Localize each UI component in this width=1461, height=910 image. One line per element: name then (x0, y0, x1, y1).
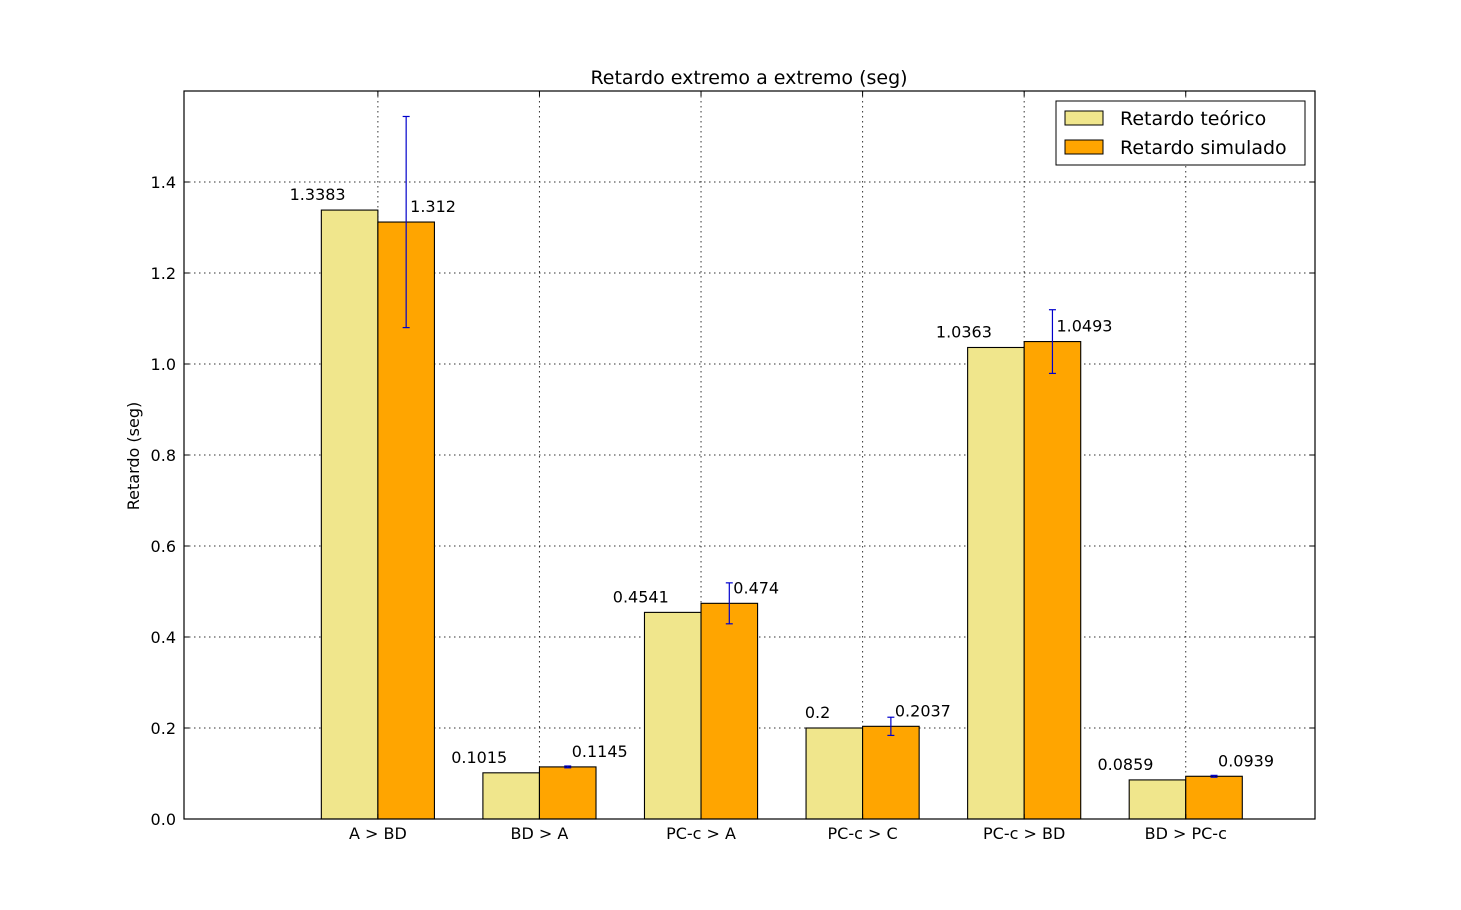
data-label: 0.0939 (1218, 751, 1274, 770)
y-tick-label: 0.4 (151, 628, 176, 647)
x-tick-label: BD > A (511, 824, 569, 843)
legend-swatch (1064, 110, 1104, 126)
x-tick-label: PC-c > C (828, 824, 898, 843)
y-tick-label: 1.0 (151, 355, 176, 374)
data-label: 0.1015 (451, 748, 507, 767)
bar-simulado (862, 725, 920, 820)
error-bars (402, 115, 1218, 778)
x-tick-label: PC-c > A (666, 824, 736, 843)
data-label: 0.2 (805, 703, 830, 722)
x-tick-label: BD > PC-c (1145, 824, 1227, 843)
data-label: 1.312 (410, 197, 456, 216)
bar-simulado (538, 766, 597, 820)
legend: Retardo teórico Retardo simulado (1055, 100, 1306, 166)
data-label: 0.474 (733, 578, 779, 597)
bar-simulado (700, 602, 759, 820)
bar-teorico (967, 346, 1025, 820)
data-label: 1.3383 (290, 185, 346, 204)
bar-teorico (1128, 779, 1187, 820)
y-tick-label: 1.4 (151, 173, 176, 192)
axis-ticks: 0.0 0.2 0.4 0.6 0.8 1.0 1.2 1.4 A > BD BD > A PC-c… (151, 91, 1315, 843)
bar-teorico (320, 209, 379, 820)
data-label: 0.4541 (613, 587, 669, 606)
data-label: 0.1145 (572, 742, 628, 761)
bar-simulado (1185, 775, 1243, 820)
data-labels: 1.3383 0.1015 0.4541 0.2 1.0363 0.0859 1.312 0.… (290, 185, 1274, 774)
y-axis-label: Retardo (seg) (124, 402, 143, 510)
data-label: 1.0363 (936, 322, 992, 341)
data-label: 1.0493 (1056, 317, 1112, 336)
x-tick-label: A > BD (349, 824, 407, 843)
y-tick-label: 1.2 (151, 264, 176, 283)
bar-teorico (805, 727, 864, 820)
y-tick-label: 0.0 (151, 810, 176, 829)
y-tick-label: 0.6 (151, 537, 176, 556)
y-tick-label: 0.8 (151, 446, 176, 465)
data-label: 0.0859 (1097, 755, 1153, 774)
x-tick-label: PC-c > BD (983, 824, 1065, 843)
data-label: 0.2037 (895, 701, 951, 720)
legend-label: Retardo teórico (1120, 108, 1266, 130)
bar-simulado (1023, 341, 1082, 820)
bar-teorico (643, 611, 702, 820)
legend-swatch (1064, 139, 1104, 155)
chart-title: Retardo extremo a extremo (seg) (590, 67, 907, 89)
bar-teorico (482, 772, 541, 820)
y-tick-label: 0.2 (151, 719, 176, 738)
bars (320, 209, 1243, 820)
legend-label: Retardo simulado (1120, 137, 1287, 159)
